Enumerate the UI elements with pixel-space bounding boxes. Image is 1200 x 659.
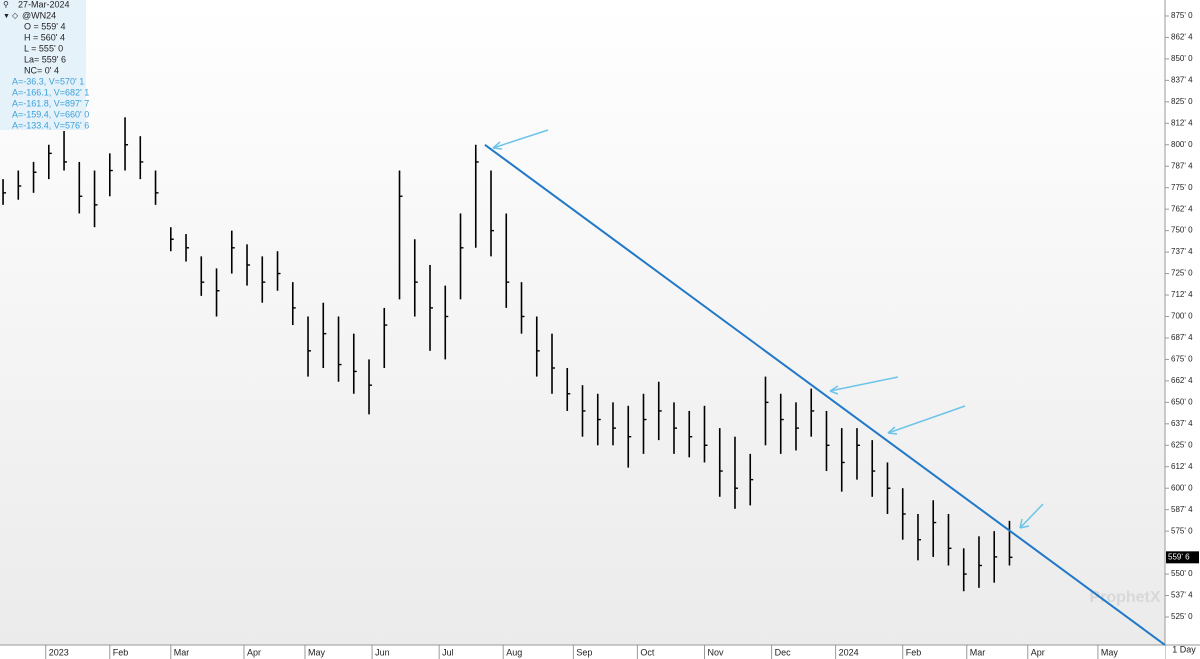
x-tick-label: Nov bbox=[707, 647, 724, 657]
arrow bbox=[492, 129, 549, 149]
arrow bbox=[1019, 503, 1044, 529]
info-line: L = 555' 0 bbox=[24, 43, 63, 53]
y-tick-label: 775' 0 bbox=[1171, 183, 1193, 192]
x-tick-label: Feb bbox=[113, 647, 129, 657]
x-tick-label: Apr bbox=[1031, 647, 1045, 657]
symbol-icon: ◇ bbox=[12, 11, 19, 20]
y-tick-label: 537' 4 bbox=[1171, 591, 1193, 600]
study-line: A=-133.4, V=576' 6 bbox=[12, 120, 89, 130]
y-tick-label: 737' 4 bbox=[1171, 247, 1193, 256]
y-tick-label: 812' 4 bbox=[1171, 118, 1193, 127]
arrow-head bbox=[492, 141, 503, 150]
arrow bbox=[887, 405, 966, 434]
y-tick-label: 712' 4 bbox=[1171, 290, 1193, 299]
plot-area bbox=[2, 117, 1166, 646]
collapse-icon[interactable]: ▼ bbox=[3, 13, 10, 20]
trend-line bbox=[484, 143, 1166, 646]
x-tick-label: Feb bbox=[906, 647, 922, 657]
x-tick-label: May bbox=[1101, 647, 1119, 657]
y-tick-label: 787' 4 bbox=[1171, 161, 1193, 170]
arrow-head bbox=[887, 426, 898, 435]
y-tick-label: 850' 0 bbox=[1171, 54, 1193, 63]
x-tick-label: Mar bbox=[174, 647, 190, 657]
y-tick-label: 837' 4 bbox=[1171, 75, 1193, 84]
info-panel: ⚲ 27-Mar-2024 ▼ ◇ @WN24 O = 559' 4H = 56… bbox=[0, 0, 89, 130]
study-line: A=-159.4, V=660' 0 bbox=[12, 109, 89, 119]
y-tick-label: 800' 0 bbox=[1171, 140, 1193, 149]
y-tick-label: 687' 4 bbox=[1171, 333, 1193, 342]
y-tick-label: 750' 0 bbox=[1171, 226, 1193, 235]
x-tick-label: 2024 bbox=[839, 647, 859, 657]
y-tick-label: 862' 4 bbox=[1171, 33, 1193, 42]
y-tick-label: 600' 0 bbox=[1171, 483, 1193, 492]
info-date: 27-Mar-2024 bbox=[18, 0, 70, 9]
y-tick-label: 675' 0 bbox=[1171, 355, 1193, 364]
x-tick-label: Dec bbox=[775, 647, 792, 657]
info-line: H = 560' 4 bbox=[24, 32, 65, 42]
arrow-head bbox=[829, 385, 839, 395]
search-icon: ⚲ bbox=[3, 0, 9, 9]
x-axis-panel bbox=[0, 645, 1165, 659]
info-symbol: @WN24 bbox=[22, 10, 56, 20]
y-tick-label: 875' 0 bbox=[1171, 11, 1193, 20]
study-line: A=-166.1, V=682' 1 bbox=[12, 87, 89, 97]
x-tick-label: Oct bbox=[640, 647, 655, 657]
y-axis-panel bbox=[1165, 0, 1200, 659]
y-tick-label: 762' 4 bbox=[1171, 204, 1193, 213]
arrow-head bbox=[1019, 518, 1030, 529]
x-tick-label: Aug bbox=[506, 647, 522, 657]
info-background bbox=[0, 0, 86, 130]
study-line: A=-36.3, V=570' 1 bbox=[12, 76, 84, 86]
info-line: NC= 0' 4 bbox=[24, 65, 59, 75]
arrows bbox=[492, 129, 1044, 529]
y-tick-label: 650' 0 bbox=[1171, 397, 1193, 406]
x-tick-label: Jul bbox=[442, 647, 454, 657]
x-tick-label: May bbox=[308, 647, 326, 657]
x-tick-label: Jun bbox=[375, 647, 390, 657]
study-line: A=-161.8, V=897' 7 bbox=[12, 98, 89, 108]
x-tick-label: 2023 bbox=[49, 647, 69, 657]
last-price-label: 559' 6 bbox=[1168, 552, 1190, 561]
y-tick-label: 525' 0 bbox=[1171, 612, 1193, 621]
x-tick-label: Sep bbox=[576, 647, 592, 657]
arrow bbox=[829, 376, 899, 392]
interval-label: 1 Day bbox=[1172, 644, 1196, 654]
y-tick-label: 662' 4 bbox=[1171, 376, 1193, 385]
y-tick-label: 700' 0 bbox=[1171, 312, 1193, 321]
x-tick-label: Mar bbox=[970, 647, 986, 657]
y-tick-label: 587' 4 bbox=[1171, 505, 1193, 514]
y-tick-label: 612' 4 bbox=[1171, 462, 1193, 471]
y-tick-label: 550' 0 bbox=[1171, 569, 1193, 578]
info-line: La= 559' 6 bbox=[24, 54, 66, 64]
x-tick-label: Apr bbox=[247, 647, 261, 657]
plot-background bbox=[0, 0, 1165, 645]
y-tick-label: 825' 0 bbox=[1171, 97, 1193, 106]
info-line: O = 559' 4 bbox=[24, 21, 66, 31]
y-tick-label: 725' 0 bbox=[1171, 269, 1193, 278]
y-tick-label: 625' 0 bbox=[1171, 440, 1193, 449]
last-price-box bbox=[1166, 551, 1199, 564]
y-tick-label: 575' 0 bbox=[1171, 526, 1193, 535]
y-tick-label: 637' 4 bbox=[1171, 419, 1193, 428]
